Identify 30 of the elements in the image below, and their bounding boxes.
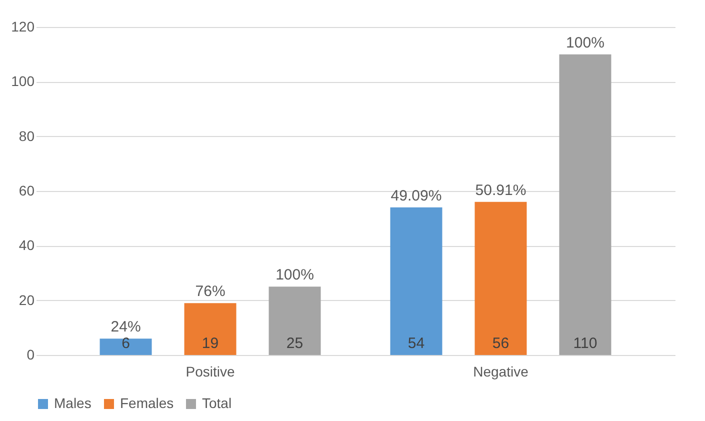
x-tick-label: Positive [186, 364, 235, 380]
annotation: 100% [566, 34, 604, 52]
data-label: 19 [202, 335, 219, 352]
annotation: 24% [110, 318, 141, 336]
bar [268, 286, 321, 355]
data-label: 54 [408, 335, 425, 352]
annotation: 76% [195, 283, 226, 300]
y-tick-label: 60 [18, 182, 35, 198]
y-tick-label: 120 [11, 18, 35, 34]
x-tick-label: Negative [473, 364, 529, 380]
y-tick-label: 0 [26, 346, 35, 362]
bar [474, 202, 527, 355]
y-tick-label: 40 [18, 237, 35, 254]
y-tick-label: 80 [18, 128, 35, 144]
y-tick-label: 100 [11, 73, 35, 90]
bar [184, 303, 236, 355]
legend-label: Males [54, 395, 92, 411]
bar [100, 338, 152, 355]
data-label: 25 [286, 335, 304, 352]
annotation: 100% [276, 266, 314, 284]
annotation: 49.09% [390, 187, 442, 204]
data-label: 6 [122, 335, 130, 352]
data-label: 56 [492, 335, 510, 352]
legend-label: Females [120, 395, 174, 411]
bar [559, 54, 612, 355]
annotation: 50.91% [475, 182, 526, 199]
y-tick-label: 20 [18, 292, 35, 308]
bar [390, 207, 442, 355]
legend-label: Total [202, 395, 232, 411]
data-label: 110 [573, 335, 598, 352]
